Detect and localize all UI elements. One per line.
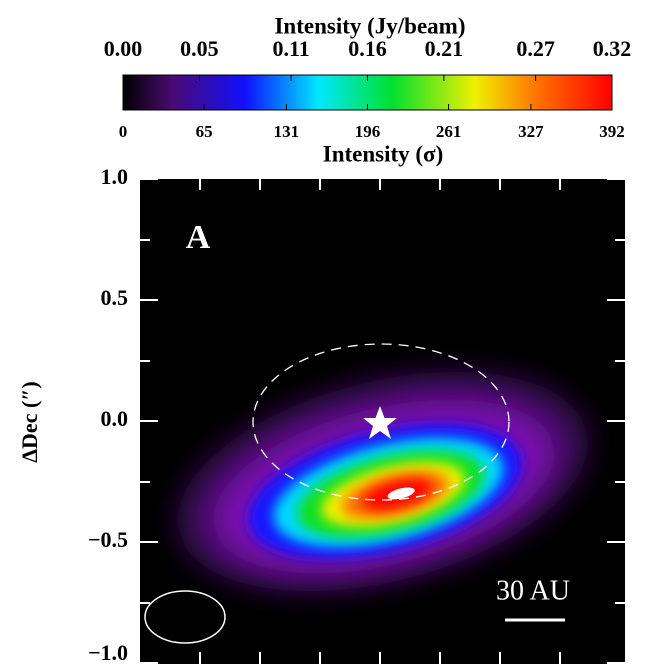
- colorbar-tick-label: 0.05: [180, 36, 219, 61]
- y-tick-label: −0.5: [88, 527, 128, 552]
- colorbar-tick-label: 0.11: [272, 36, 309, 61]
- y-tick-label: −1.0: [88, 640, 128, 664]
- colorbar-tick-label: 0.16: [348, 36, 387, 61]
- dashed-orbit: [252, 343, 510, 501]
- colorbar2-tick-label: 392: [599, 122, 625, 141]
- panel-label: A: [186, 219, 211, 256]
- colorbar2-title: Intensity (σ): [323, 141, 443, 166]
- x-ticks: [140, 179, 625, 664]
- colorbar2-tick-label: 196: [355, 122, 381, 141]
- colorbar2-tick-label: 131: [274, 122, 300, 141]
- colorbar2-tick-label: 327: [518, 122, 544, 141]
- colorbar2-tick-label: 0: [119, 122, 128, 141]
- colorbar-tick-label: 0.00: [104, 36, 143, 61]
- colorbar2-tick-label: 65: [196, 122, 213, 141]
- y-tick-label: 0.5: [101, 285, 129, 310]
- star: [363, 406, 397, 439]
- emission-peak: [387, 487, 415, 500]
- y-tick-label: 0.0: [101, 406, 129, 431]
- y-tick-label: 1.0: [101, 164, 129, 189]
- scale-bar-label: 30 AU: [496, 575, 570, 606]
- colorbar2-tick-label: 261: [436, 122, 462, 141]
- colorbar-title: Intensity (Jy/beam): [274, 13, 465, 38]
- colorbar-tick-label: 0.32: [593, 36, 632, 61]
- colorbar-tick-label: 0.21: [425, 36, 464, 61]
- y-axis-label: ΔDec (″): [17, 381, 42, 463]
- emission: [144, 343, 588, 644]
- beam: [144, 590, 226, 644]
- colorbar-tick-label: 0.27: [516, 36, 555, 61]
